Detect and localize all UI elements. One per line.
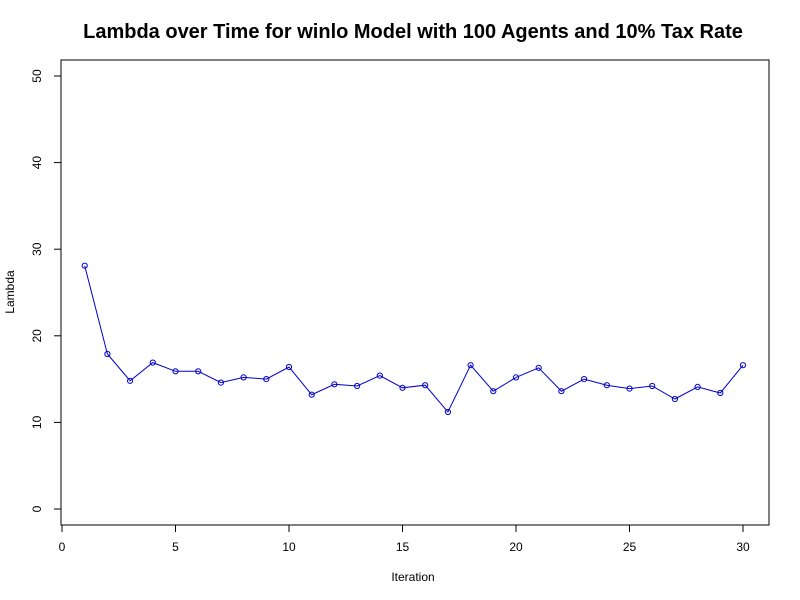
chart-title: Lambda over Time for winlo Model with 10… [83,21,743,43]
x-tick-label: 25 [623,540,637,554]
x-tick-label: 0 [59,540,66,554]
data-point [217,379,224,386]
data-point [535,364,542,371]
data-point [444,408,451,416]
data-point [240,374,247,381]
data-point [490,388,497,395]
data-point [581,376,588,383]
series-layer [81,262,747,416]
y-axis: 0 10 20 30 40 50 [30,69,62,512]
data-point [354,382,361,390]
data-point [149,359,156,366]
data-point [694,383,701,390]
plot-frame [60,59,770,526]
data-point [331,381,338,388]
data-point [263,376,270,383]
data-point [172,368,179,375]
x-tick-label: 5 [172,540,179,554]
data-point [649,382,656,390]
y-tick-label: 10 [30,415,44,429]
x-tick-label: 20 [509,540,523,554]
series-line [84,265,744,413]
data-point [512,374,520,381]
y-axis-label: Lambda [3,270,17,314]
data-point [81,262,88,269]
data-point [717,389,724,397]
data-point [195,368,202,375]
data-point [376,372,383,379]
data-point [467,362,474,369]
y-tick-label: 30 [30,242,44,256]
data-point [104,350,111,358]
data-point [671,395,679,403]
y-tick-label: 0 [30,505,44,512]
x-tick-label: 30 [736,540,750,554]
data-point [285,363,293,371]
x-tick-label: 10 [282,540,296,554]
data-point [308,391,315,398]
x-tick-label: 15 [396,540,410,554]
y-tick-label: 50 [30,69,44,83]
data-point [626,385,633,392]
data-point [127,377,134,384]
data-point [399,384,406,391]
data-point [422,382,429,389]
y-tick-label: 20 [30,329,44,343]
data-point [558,388,565,395]
x-axis-label: Iteration [391,570,434,584]
y-tick-label: 40 [30,156,44,170]
x-axis: 0 5 10 15 20 25 30 [59,524,750,554]
data-point [739,362,747,369]
data-point [603,382,610,389]
